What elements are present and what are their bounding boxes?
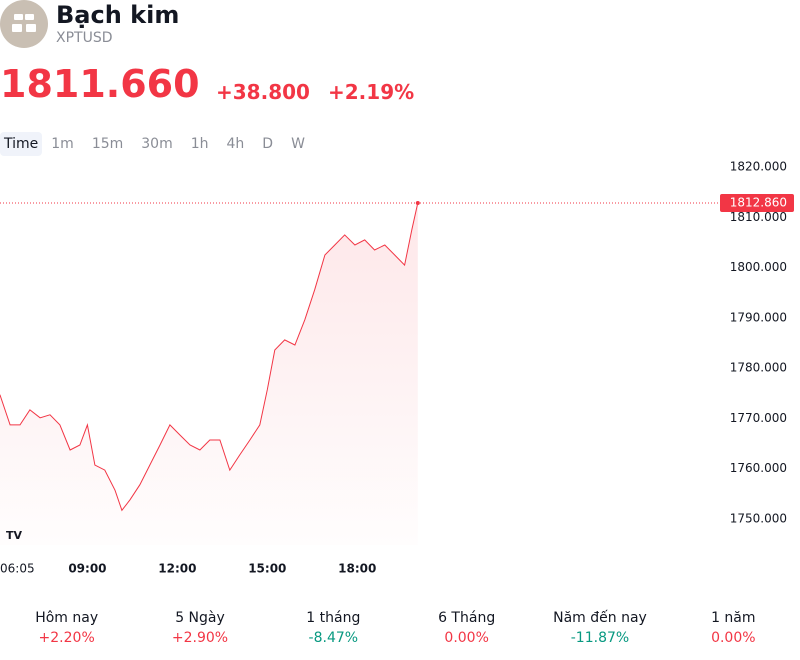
y-tick-label: 1800.000: [730, 260, 787, 274]
title: Bạch kim: [56, 1, 180, 29]
x-tick-label: 09:00: [68, 562, 106, 576]
y-tick-label: 1770.000: [730, 411, 787, 425]
symbol: XPTUSD: [56, 30, 113, 46]
performance-label: 1 tháng: [306, 610, 361, 626]
performance-item[interactable]: 5 Ngày +2.90%: [133, 610, 266, 646]
interval-tab[interactable]: 15m: [91, 136, 124, 152]
performance-label: 6 Tháng: [438, 610, 496, 626]
interval-tab[interactable]: 1m: [51, 136, 74, 152]
performance-item[interactable]: 1 tháng -8.47%: [267, 610, 400, 646]
performance-item[interactable]: Năm đến nay -11.87%: [533, 610, 666, 646]
interval-tab[interactable]: 4h: [226, 136, 245, 152]
logo: [0, 0, 48, 48]
y-tick-label: 1810.000: [730, 210, 787, 224]
performance-label: 5 Ngày: [175, 610, 225, 626]
x-tick-label: 06:05: [0, 562, 35, 576]
performance-value: -11.87%: [570, 630, 630, 646]
price: 1811.660: [0, 62, 200, 106]
x-tick-label: 15:00: [248, 562, 286, 576]
performance-label: Năm đến nay: [553, 610, 647, 626]
logo-icon: [12, 14, 36, 32]
performance-label: 1 năm: [711, 610, 756, 626]
performance-item[interactable]: 6 Tháng 0.00%: [400, 610, 533, 646]
performance: Hôm nay +2.20% 5 Ngày +2.90% 1 tháng -8.47% 6 …: [0, 610, 800, 646]
performance-value: -8.47%: [308, 630, 359, 646]
performance-label: Hôm nay: [35, 610, 99, 626]
performance-item[interactable]: 1 năm 0.00%: [667, 610, 800, 646]
y-tick-label: 1790.000: [730, 310, 787, 324]
area: [0, 202, 418, 545]
y-tick-label: 1820.000: [730, 160, 787, 174]
performance-value: +2.20%: [38, 630, 95, 646]
interval-tabs: Time 1m 15m 30m 1h 4h D W: [0, 132, 314, 156]
price-line: [0, 202, 419, 512]
interval-tab[interactable]: Time: [0, 132, 43, 156]
performance-value: 0.00%: [711, 630, 756, 646]
interval-tab[interactable]: D: [262, 136, 274, 152]
x-tick-label: 12:00: [158, 562, 196, 576]
change-percent: +2.19%: [328, 80, 415, 104]
interval-tab[interactable]: 30m: [141, 136, 173, 152]
interval-tab[interactable]: 1h: [190, 136, 209, 152]
last-price-box: [720, 193, 794, 212]
interval-tab[interactable]: W: [291, 136, 305, 152]
change: +38.800: [216, 80, 310, 104]
last-price-label: 1812.860: [730, 195, 787, 209]
y-tick-label: 1750.000: [730, 511, 787, 525]
y-tick-label: 1780.000: [730, 361, 787, 375]
performance-value: +2.90%: [171, 630, 229, 646]
y-tick-label: 1760.000: [730, 461, 787, 475]
chart: TV 1750.0001760.0001770.0001780.0001790.…: [0, 160, 794, 576]
performance-value: 0.00%: [444, 630, 489, 646]
performance-item[interactable]: Hôm nay +2.20%: [0, 610, 133, 646]
x-tick-label: 18:00: [338, 562, 376, 576]
